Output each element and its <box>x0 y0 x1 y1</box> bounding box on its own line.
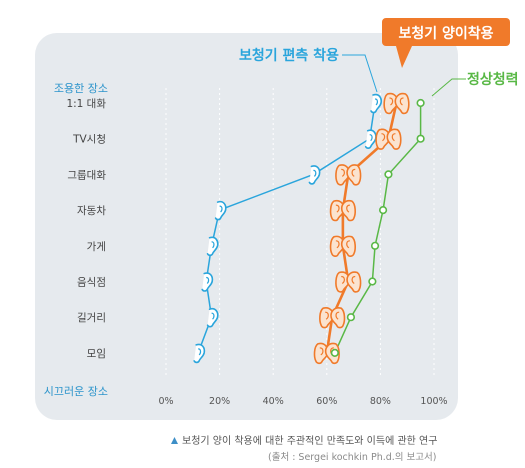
unilateral-ear-icon-2 <box>308 165 321 185</box>
unilateral-ear-icon-3 <box>214 200 227 221</box>
category-label-1-1-대화: 1:1 대화 <box>66 98 106 110</box>
chart-panel <box>35 33 458 420</box>
marker-layer <box>193 92 425 365</box>
legend-normal: 정상청력 <box>467 71 519 88</box>
unilateral-ear-icon-0 <box>370 93 383 114</box>
bottom-axis-label: 시끄러운 장소 <box>44 385 108 398</box>
category-label-모임: 모임 <box>87 347 106 360</box>
bilateral-ears-icon-0 <box>383 92 410 115</box>
x-tick-labels: 0% 20% 40% 60% 80% 100% <box>158 396 447 407</box>
bilateral-ears-icon-4 <box>329 235 356 257</box>
bilateral-ears-icon-2 <box>335 164 362 186</box>
unilateral-ear-icon-5 <box>201 272 214 292</box>
normal-series-line <box>334 103 422 354</box>
grid <box>165 88 435 378</box>
legend-bilateral: 보청기 양이착용 <box>398 25 493 42</box>
category-label-그룹대화: 그룹대화 <box>67 169 106 181</box>
bilateral-ears-icon-1 <box>375 128 402 150</box>
top-axis-label: 조용한 장소 <box>54 82 108 95</box>
unilateral-ear-icon-1 <box>364 129 377 149</box>
x-tick-label-20: 20% <box>209 396 230 407</box>
caption-triangle-icon <box>171 437 178 444</box>
category-label-자동차: 자동차 <box>77 205 106 217</box>
category-label-음식점: 음식점 <box>77 277 106 289</box>
normal-point-7 <box>330 348 339 358</box>
normal-point-4 <box>370 241 380 250</box>
normal-point-5 <box>368 277 377 286</box>
normal-point-3 <box>378 206 388 215</box>
unilateral-ear-icon-6 <box>206 307 219 328</box>
bilateral-ears-icon-3 <box>329 199 356 222</box>
category-label-TV시청: TV시청 <box>72 134 106 146</box>
legend-unilateral: 보청기 편측 착용 <box>239 47 339 64</box>
x-tick-label-60: 60% <box>316 396 337 407</box>
legend-bilateral-box <box>382 18 510 46</box>
bilateral-ears-icon-6 <box>319 307 346 329</box>
category-label-길거리: 길거리 <box>77 311 106 324</box>
unilateral-ear-icon-7 <box>193 343 206 364</box>
normal-point-6 <box>346 313 356 322</box>
legend-bilateral-pointer <box>396 46 412 68</box>
unilateral-ear-icon-4 <box>206 236 219 257</box>
normal-point-1 <box>416 134 425 143</box>
bilateral-ears-icon-5 <box>335 271 362 293</box>
legend-normal-leader <box>431 78 466 97</box>
x-tick-label-80: 80% <box>370 396 391 407</box>
caption-source: (출처 : Sergei kochkin Ph.d.의 보고서) <box>268 451 436 463</box>
caption-main: 보청기 양이 착용에 대한 주관적인 만족도와 이득에 관한 연구 <box>182 435 437 447</box>
normal-point-2 <box>384 170 393 179</box>
normal-point-0 <box>416 98 425 108</box>
x-tick-label-0: 0% <box>158 396 173 407</box>
legend-unilateral-leader <box>342 54 378 93</box>
x-tick-label-100: 100% <box>420 396 447 407</box>
category-label-가게: 가게 <box>87 241 106 253</box>
x-tick-label-40: 40% <box>263 396 284 407</box>
